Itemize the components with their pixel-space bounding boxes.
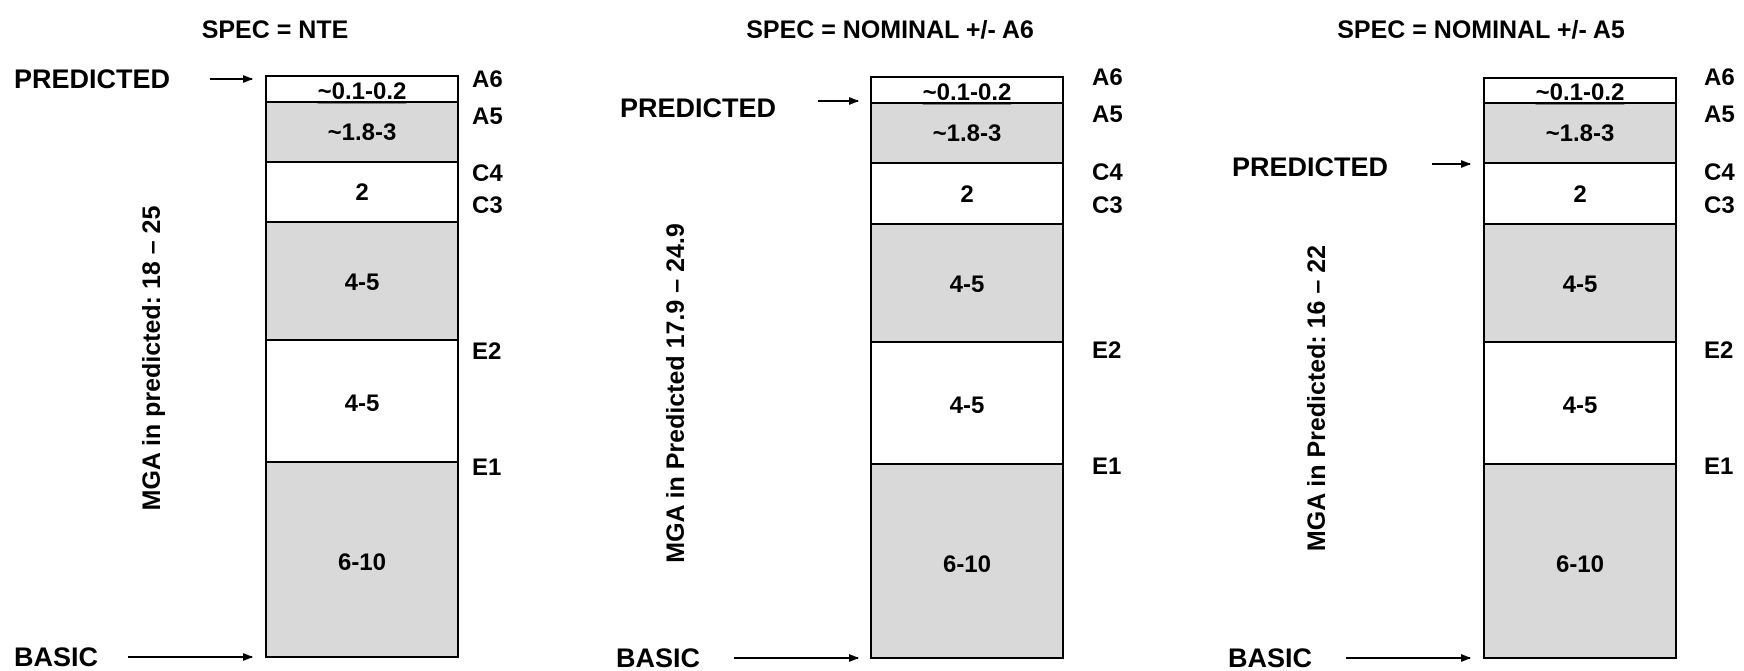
segment: [1483, 341, 1677, 465]
segment: [265, 339, 459, 463]
segment: [870, 162, 1064, 225]
level-code: C3: [1092, 192, 1123, 219]
basic-label: BASIC: [14, 642, 98, 671]
predicted-label: PREDICTED: [1232, 152, 1388, 182]
spec-stack: ~0.1-0.2 ~1.8-3 2 4-5 4-5 6-10: [1483, 77, 1677, 659]
segment-label: 2: [1573, 181, 1586, 208]
segment: [1483, 77, 1677, 104]
basic-label: BASIC: [1228, 643, 1312, 671]
segment-label: 4-5: [950, 392, 985, 419]
panel-1: SPEC = NTE MGA in predicted: 18 – 25 PRE…: [14, 16, 503, 671]
level-codes: A6 A5 C4 C3 E2 E1: [1704, 64, 1735, 480]
level-codes: A6 A5 C4 C3 E2 E1: [1092, 64, 1123, 480]
vertical-label: MGA in Predicted: 16 – 22: [1303, 245, 1331, 551]
segment: [265, 221, 459, 341]
segment: [265, 101, 459, 163]
predicted-label: PREDICTED: [14, 64, 170, 94]
segment-label: ~1.8-3: [1546, 120, 1615, 147]
segment: [265, 75, 459, 103]
level-code: E1: [1704, 453, 1733, 480]
panel-title: SPEC = NTE: [202, 16, 349, 44]
level-code: A6: [1704, 64, 1735, 91]
level-code: A5: [472, 103, 503, 130]
level-codes: A6 A5 C4 C3 E2 E1: [472, 66, 503, 481]
segment-label: ~0.1-0.2: [923, 79, 1012, 106]
segment-label: 4-5: [1563, 271, 1598, 298]
segment: [870, 463, 1064, 659]
spec-stack: ~0.1-0.2 ~1.8-3 2 4-5 4-5 6-10: [870, 76, 1064, 659]
segment-label: ~1.8-3: [933, 120, 1002, 147]
level-code: A5: [1092, 101, 1123, 128]
vertical-label: MGA in predicted: 18 – 25: [138, 206, 166, 511]
panel-3: SPEC = NOMINAL +/- A5 MGA in Predicted: …: [1228, 16, 1735, 671]
segment-label: 6-10: [943, 551, 991, 578]
level-code: E2: [472, 338, 501, 365]
segment: [265, 161, 459, 223]
segment: [1483, 162, 1677, 225]
level-code: C3: [1704, 192, 1735, 219]
segment-label: 4-5: [345, 390, 380, 417]
level-code: C3: [472, 192, 503, 219]
segment-label: ~1.8-3: [328, 119, 397, 146]
vertical-label: MGA in Predicted 17.9 – 24.9: [662, 223, 690, 563]
segment: [1483, 223, 1677, 343]
spec-stack: ~0.1-0.2 ~1.8-3 2 4-5 4-5 6-10: [265, 75, 459, 658]
segment-label: 6-10: [1556, 551, 1604, 578]
level-code: A6: [1092, 64, 1123, 91]
level-code: E1: [472, 454, 501, 481]
segment-label: 2: [960, 181, 973, 208]
level-code: A5: [1704, 101, 1735, 128]
segment: [870, 223, 1064, 343]
panel-title: SPEC = NOMINAL +/- A6: [746, 16, 1034, 44]
segment: [1483, 102, 1677, 164]
level-code: C4: [1704, 159, 1735, 186]
level-code: C4: [472, 160, 503, 187]
level-code: C4: [1092, 159, 1123, 186]
panel-title: SPEC = NOMINAL +/- A5: [1337, 16, 1625, 44]
segment: [870, 76, 1064, 104]
level-code: E2: [1092, 337, 1121, 364]
segment: [265, 461, 459, 658]
predicted-label: PREDICTED: [620, 93, 776, 123]
panel-2: SPEC = NOMINAL +/- A6 MGA in Predicted 1…: [616, 16, 1123, 671]
level-code: E1: [1092, 453, 1121, 480]
segment: [1483, 463, 1677, 659]
segment: [870, 102, 1064, 164]
segment-label: 4-5: [1563, 392, 1598, 419]
segment-label: ~0.1-0.2: [318, 78, 407, 105]
segment-label: 4-5: [345, 269, 380, 296]
segment-label: 4-5: [950, 271, 985, 298]
segment-label: 2: [355, 179, 368, 206]
level-code: E2: [1704, 337, 1733, 364]
level-code: A6: [472, 66, 503, 93]
segment-label: 6-10: [338, 549, 386, 576]
basic-label: BASIC: [616, 643, 700, 671]
segment: [870, 341, 1064, 465]
segment-label: ~0.1-0.2: [1536, 79, 1625, 106]
